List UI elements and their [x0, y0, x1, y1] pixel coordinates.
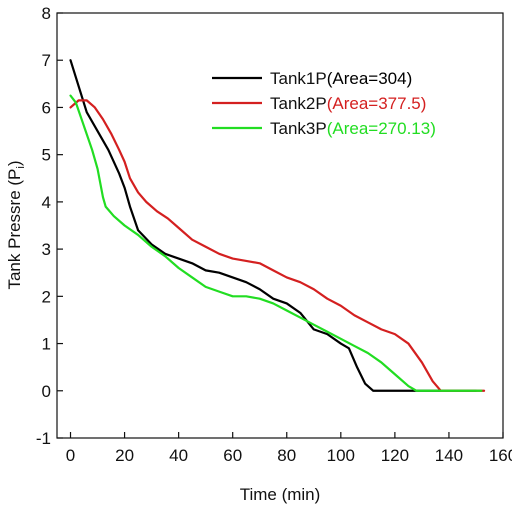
y-tick-label: 6 — [42, 98, 51, 117]
x-tick-label: 160 — [489, 446, 512, 465]
series-line-tank1p — [69, 59, 478, 392]
series-line-tank3p — [69, 94, 483, 392]
y-axis: -1 0 1 2 3 4 5 6 7 8 — [36, 4, 63, 448]
y-axis-title-end: ) — [5, 160, 24, 166]
legend-area-text: (Area=270.13) — [327, 119, 436, 138]
y-axis-title-main: Tank Pressre (P — [5, 169, 24, 290]
legend-entry-tank3p: Tank3P(Area=270.13) — [270, 119, 436, 138]
legend-area-text: (Area=377.5) — [327, 94, 427, 113]
x-tick-label: 0 — [66, 446, 75, 465]
y-axis-title-subscript: i — [15, 166, 27, 168]
y-tick-label: 3 — [42, 240, 51, 259]
x-tick-label: 20 — [115, 446, 134, 465]
series-layer — [69, 59, 486, 392]
y-tick-label: 2 — [42, 287, 51, 306]
legend-series-name: Tank1P — [270, 69, 327, 88]
legend: Tank1P(Area=304)Tank2P(Area=377.5)Tank3P… — [212, 69, 436, 138]
x-tick-label: 60 — [223, 446, 242, 465]
x-tick-label: 100 — [327, 446, 355, 465]
x-tick-label: 140 — [435, 446, 463, 465]
x-axis: 0 20 40 60 80 100 120 140 160 — [66, 432, 512, 465]
y-tick-label: 8 — [42, 4, 51, 23]
y-tick-label: 0 — [42, 382, 51, 401]
x-tick-label: 80 — [277, 446, 296, 465]
series-line-tank2p — [69, 99, 486, 392]
y-tick-label: 5 — [42, 146, 51, 165]
plot-frame — [56, 12, 504, 439]
legend-entry-tank1p: Tank1P(Area=304) — [270, 69, 412, 88]
y-axis-title: Tank Pressre (Pi) — [5, 160, 27, 289]
x-axis-title: Time (min) — [240, 485, 321, 504]
y-tick-label: 4 — [42, 193, 51, 212]
y-tick-label: -1 — [36, 429, 51, 448]
legend-series-name: Tank3P — [270, 119, 327, 138]
legend-series-name: Tank2P — [270, 94, 327, 113]
y-tick-label: 1 — [42, 335, 51, 354]
x-tick-label: 120 — [381, 446, 409, 465]
legend-area-text: (Area=304) — [327, 69, 413, 88]
legend-entry-tank2p: Tank2P(Area=377.5) — [270, 94, 426, 113]
y-tick-label: 7 — [42, 51, 51, 70]
x-tick-label: 40 — [169, 446, 188, 465]
